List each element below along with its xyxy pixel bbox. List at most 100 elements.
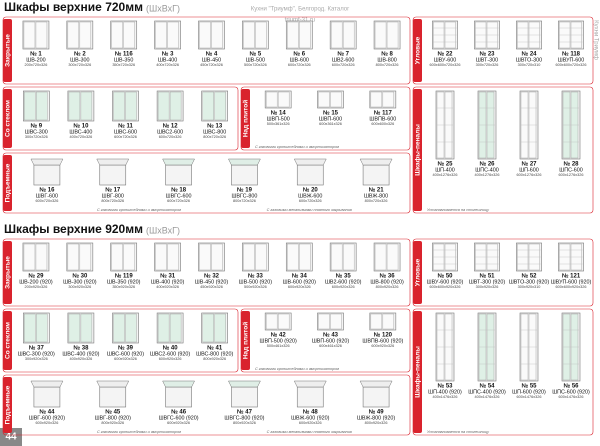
item-name: ШВ-200 (920) — [19, 279, 53, 285]
item-name: ШВС-400 (920) — [62, 351, 99, 357]
cabinet-door — [382, 313, 395, 330]
cabinet-drawing — [519, 90, 539, 160]
cabinet-door-open — [30, 158, 64, 166]
cabinet-drawing — [293, 158, 327, 186]
item-size: 800x920x326 — [233, 421, 256, 425]
cabinet-drawing — [474, 20, 500, 50]
cabinet-door — [125, 91, 137, 121]
group-label: Над плитой — [242, 100, 250, 137]
group-label: Подъемные — [5, 385, 12, 424]
item-number: № 45 — [105, 409, 121, 416]
item-size: 500x461x326 — [267, 344, 290, 348]
item-name: ШВС-600 — [114, 129, 137, 135]
item-name: ШВГС-600 — [166, 193, 192, 199]
item-size: 400x1476x326 — [475, 395, 500, 399]
cabinet-door — [68, 91, 81, 121]
cabinet-door — [111, 21, 123, 49]
item-number: № 120 — [374, 332, 393, 339]
item-name: ШВП-600 — [319, 116, 342, 122]
group-label: Со стеклом — [5, 100, 12, 137]
item-number: № 36 — [380, 273, 396, 280]
item-number: № 31 — [160, 273, 176, 280]
cabinet-drawing — [22, 242, 50, 272]
item-number: № 121 — [562, 273, 581, 280]
item-number: № 56 — [563, 383, 579, 390]
item-number: № 39 — [118, 345, 134, 352]
item-number: № 51 — [479, 273, 495, 280]
cabinet-door — [36, 313, 48, 343]
item-size: 800x920x326 — [203, 357, 226, 361]
cabinet-drawing — [156, 90, 184, 122]
item-size: 600x920x326 — [288, 285, 311, 289]
cabinet-door — [277, 313, 290, 330]
group-label: Шкафы-пеналы — [415, 124, 422, 176]
item-number: № 46 — [171, 409, 187, 416]
section-title: Шкафы верхние 720мм — [4, 0, 143, 14]
item-size: 800x920x326 — [376, 285, 399, 289]
cabinet-drawing — [516, 242, 542, 272]
cabinet-door — [265, 91, 278, 108]
cabinet-drawing — [561, 90, 581, 160]
group-tab — [413, 89, 422, 211]
cabinet-door — [287, 21, 299, 49]
cabinet-door-open — [162, 158, 195, 166]
item-size: 600x720x326 — [288, 63, 311, 67]
item-name: ШВС2-600 (920) — [150, 351, 190, 357]
item-name: ШВГС-800 — [231, 193, 257, 199]
cabinet-door-open — [228, 158, 261, 166]
group-label: Подъемные — [5, 163, 12, 202]
item-name: ШВУ-600 (920) — [427, 279, 464, 285]
item-number: № 42 — [271, 332, 287, 339]
item-name: ШПС-600 — [559, 167, 583, 173]
group-note: Устанавливается на столешницу — [427, 208, 490, 212]
item-name: ШВ-350 — [114, 57, 133, 63]
cabinet-drawing — [519, 312, 539, 382]
cabinet-drawing — [66, 242, 94, 272]
item-number: № 7 — [337, 51, 349, 58]
cabinet-drawing — [432, 20, 458, 50]
item-size: 600x720x326 — [114, 135, 137, 139]
cabinet-door — [23, 243, 36, 271]
item-number: № 33 — [248, 273, 264, 280]
cabinet-drawing — [201, 90, 228, 122]
cabinet-drawing — [110, 20, 138, 50]
cabinet-drawing — [264, 90, 292, 109]
item-name: ШВ-500 — [246, 57, 265, 63]
item-size: 600x600x720x326 — [429, 63, 460, 67]
item-name: ШВУП-600 (920) — [551, 279, 592, 285]
cabinet-drawing — [477, 90, 497, 160]
cabinet-drawing — [285, 20, 313, 50]
cabinet-door — [342, 21, 355, 49]
cabinet-door — [202, 313, 214, 343]
item-name: ШВ-800 — [377, 57, 396, 63]
cabinet-drawing — [317, 312, 344, 331]
item-number: № 22 — [437, 51, 453, 58]
item-size: 800x720x326 — [101, 199, 124, 203]
item-number: № 10 — [73, 123, 89, 130]
item-name: ШВГ-800 (920) — [95, 415, 132, 421]
page-number: 44 — [5, 432, 17, 443]
cabinet-drawing — [112, 312, 139, 344]
item-size: 800x720x326 — [203, 135, 226, 139]
cabinet-drawing — [373, 20, 401, 50]
cabinet-door — [67, 21, 80, 49]
cabinet-door-open — [359, 380, 393, 388]
cabinet-door-open — [162, 380, 195, 388]
cabinet-door — [318, 313, 330, 330]
cabinet-drawing — [30, 158, 64, 186]
cabinet-door — [155, 243, 167, 271]
item-name: ШВ-300 — [70, 57, 89, 63]
item-size: 600x920x326 — [159, 357, 182, 361]
item-name: ШВГС-800 (920) — [224, 415, 264, 421]
group-label: Над плитой — [242, 322, 250, 359]
cabinet-drawing — [67, 312, 95, 344]
item-size: 600x720x326 — [332, 63, 355, 67]
cabinet-drawing — [154, 20, 181, 50]
item-number: № 52 — [521, 273, 537, 280]
item-number: № 118 — [562, 51, 581, 58]
cabinet-door — [80, 91, 93, 121]
item-number: № 27 — [521, 161, 537, 168]
cabinet-drawing — [242, 242, 269, 272]
item-size: 600x1276x326 — [517, 173, 542, 177]
item-number: № 23 — [479, 51, 495, 58]
